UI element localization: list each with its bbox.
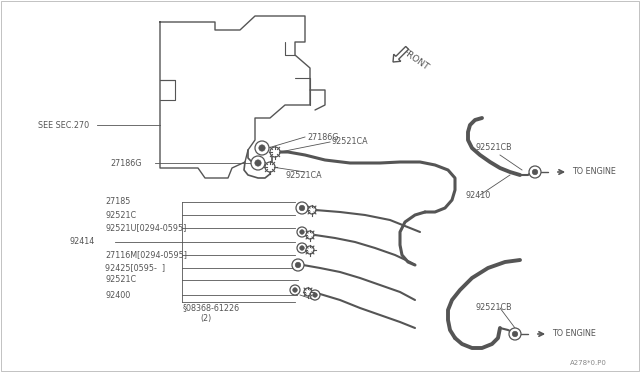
Text: 27185: 27185 xyxy=(105,198,131,206)
Text: A278*0.P0: A278*0.P0 xyxy=(570,360,607,366)
Circle shape xyxy=(300,205,305,211)
Text: 27186G: 27186G xyxy=(110,158,141,167)
Circle shape xyxy=(255,160,261,166)
Circle shape xyxy=(512,331,518,337)
Text: FRONT: FRONT xyxy=(400,47,430,72)
Polygon shape xyxy=(393,46,408,62)
Text: §08368-61226: §08368-61226 xyxy=(183,304,240,312)
Text: SEE SEC.270: SEE SEC.270 xyxy=(38,121,89,129)
Text: 92521C: 92521C xyxy=(105,211,136,219)
Text: 92400: 92400 xyxy=(105,291,131,299)
Circle shape xyxy=(304,288,312,296)
Text: 92521CA: 92521CA xyxy=(285,170,322,180)
Circle shape xyxy=(306,231,314,239)
Circle shape xyxy=(265,162,275,172)
Circle shape xyxy=(297,227,307,237)
Circle shape xyxy=(296,202,308,214)
Text: TO ENGINE: TO ENGINE xyxy=(572,167,616,176)
Circle shape xyxy=(290,285,300,295)
Text: (2): (2) xyxy=(200,314,211,323)
Circle shape xyxy=(306,246,314,254)
Circle shape xyxy=(270,147,280,157)
Text: 27186G: 27186G xyxy=(307,132,339,141)
Circle shape xyxy=(292,259,304,271)
Circle shape xyxy=(251,156,265,170)
Circle shape xyxy=(295,262,301,268)
Circle shape xyxy=(529,166,541,178)
Circle shape xyxy=(308,206,316,214)
Circle shape xyxy=(509,328,521,340)
Text: 92521C: 92521C xyxy=(105,276,136,285)
Circle shape xyxy=(310,290,320,300)
Text: 92414: 92414 xyxy=(70,237,95,247)
Text: 92425[0595-  ]: 92425[0595- ] xyxy=(105,263,165,273)
Polygon shape xyxy=(160,16,310,178)
Circle shape xyxy=(313,293,317,297)
Text: 92410: 92410 xyxy=(465,190,490,199)
Circle shape xyxy=(292,288,297,292)
Text: 92521CB: 92521CB xyxy=(475,144,511,153)
Circle shape xyxy=(259,145,265,151)
Circle shape xyxy=(297,243,307,253)
Text: 27116M[0294-0595]: 27116M[0294-0595] xyxy=(105,250,187,260)
Circle shape xyxy=(255,141,269,155)
Circle shape xyxy=(532,169,538,175)
Text: 92521U[0294-0595]: 92521U[0294-0595] xyxy=(105,224,186,232)
Circle shape xyxy=(300,246,304,250)
Text: 92521CB: 92521CB xyxy=(475,304,511,312)
Text: 92521CA: 92521CA xyxy=(332,138,369,147)
Circle shape xyxy=(300,230,304,234)
Text: TO ENGINE: TO ENGINE xyxy=(552,330,596,339)
